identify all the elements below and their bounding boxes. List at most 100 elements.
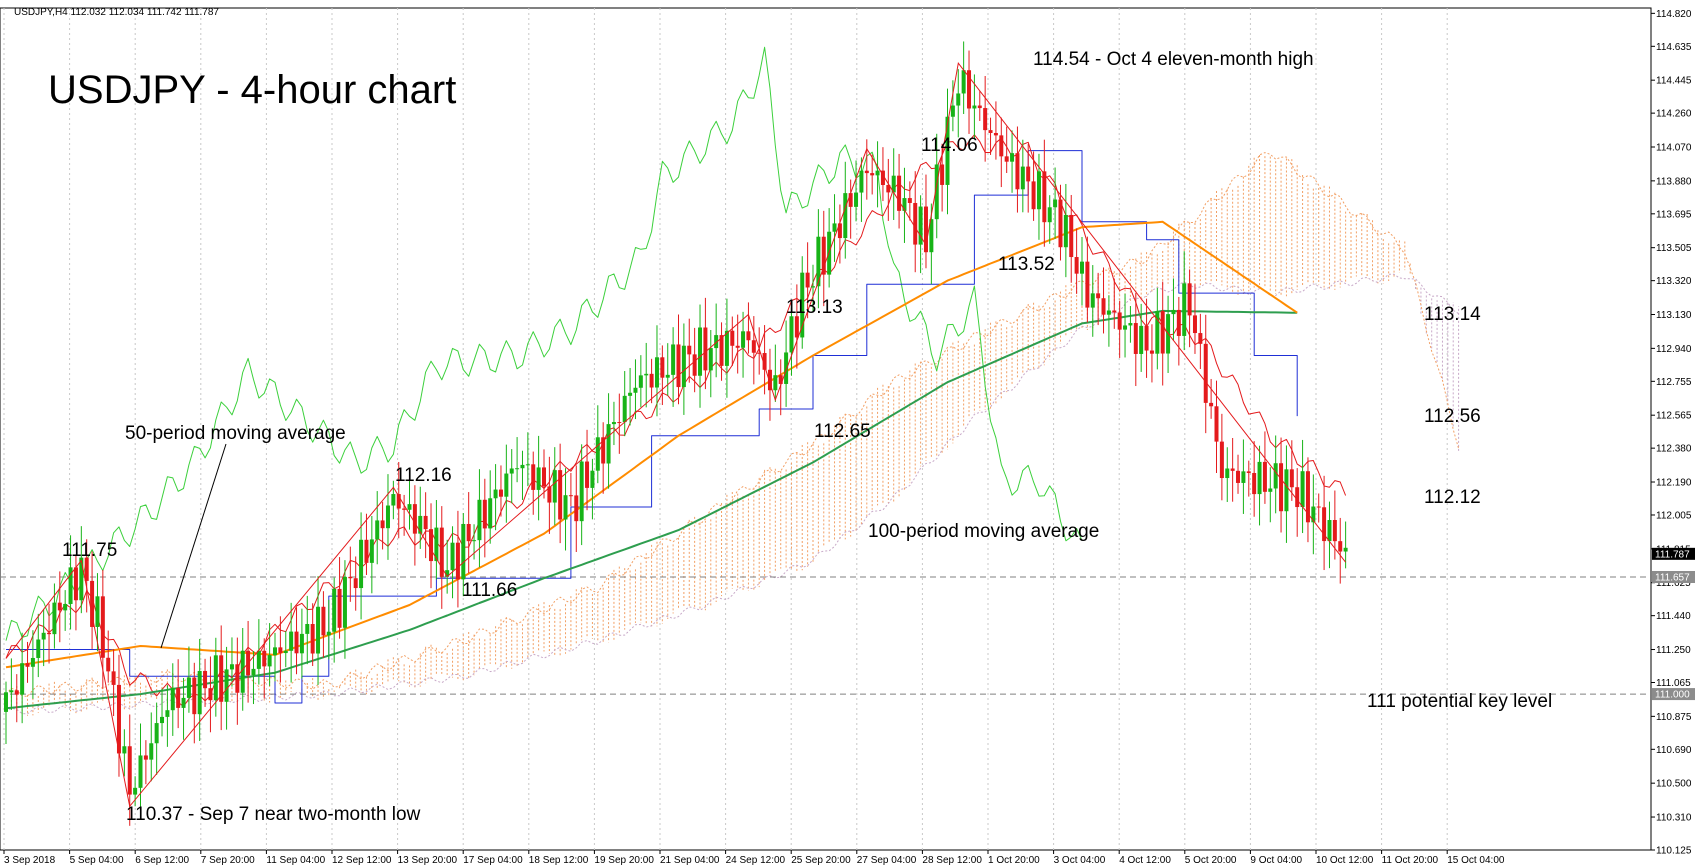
candle-up bbox=[1257, 461, 1262, 495]
candle-down bbox=[1236, 470, 1241, 483]
candle-down bbox=[1026, 166, 1031, 182]
candle-up bbox=[149, 743, 154, 760]
candle-down bbox=[1214, 406, 1219, 442]
x-tick-label: 21 Sep 04:00 bbox=[660, 855, 720, 866]
candle-down bbox=[1262, 461, 1267, 492]
grid bbox=[3, 8, 1448, 850]
candle-up bbox=[305, 624, 310, 634]
label-ma100: 100-period moving average bbox=[868, 521, 1099, 542]
x-tick-label: 3 Sep 2018 bbox=[4, 855, 56, 866]
candle-up bbox=[332, 588, 337, 632]
candle-down bbox=[913, 202, 918, 245]
candle-up bbox=[342, 576, 347, 628]
y-tick-label: 114.070 bbox=[1656, 142, 1692, 153]
candle-up bbox=[929, 219, 934, 253]
x-tick-label: 24 Sep 12:00 bbox=[726, 855, 786, 866]
candle-down bbox=[364, 539, 369, 563]
candle-up bbox=[956, 93, 961, 106]
y-tick-label: 112.565 bbox=[1656, 411, 1692, 422]
candle-up bbox=[633, 387, 638, 393]
y-tick-label: 112.380 bbox=[1656, 444, 1692, 455]
candle-up bbox=[1106, 310, 1111, 315]
x-tick-label: 10 Oct 12:00 bbox=[1316, 855, 1374, 866]
candle-down bbox=[940, 164, 945, 185]
candle-down bbox=[1004, 156, 1009, 162]
candle-down bbox=[143, 755, 148, 760]
candle-down bbox=[1058, 199, 1063, 248]
label-111-75: 111.75 bbox=[62, 540, 117, 561]
candle-down bbox=[466, 523, 471, 542]
candle-up bbox=[902, 198, 907, 211]
candle-up bbox=[1311, 506, 1316, 523]
candle-up bbox=[326, 631, 331, 636]
candle-up bbox=[407, 504, 412, 510]
candle-up bbox=[854, 192, 859, 207]
x-tick-label: 19 Sep 20:00 bbox=[594, 855, 654, 866]
candle-up bbox=[536, 467, 541, 490]
candle-down bbox=[412, 504, 417, 534]
candle-up bbox=[724, 330, 729, 366]
candle-up bbox=[654, 357, 659, 388]
y-tick-label: 114.445 bbox=[1656, 76, 1692, 87]
y-tick-label: 114.635 bbox=[1656, 42, 1692, 53]
label-113-52: 113.52 bbox=[998, 254, 1055, 275]
candle-up bbox=[461, 523, 466, 580]
candle-up bbox=[552, 470, 557, 503]
candle-down bbox=[1289, 469, 1294, 488]
candle-down bbox=[794, 316, 799, 338]
candle-up bbox=[611, 422, 616, 425]
candle-up bbox=[714, 335, 719, 349]
candle-down bbox=[1246, 471, 1251, 473]
candle-up bbox=[240, 650, 245, 693]
tenkan-sen-line bbox=[5, 134, 1347, 707]
candle-down bbox=[482, 499, 487, 529]
candle-down bbox=[542, 467, 546, 487]
label-110-37-low: 110.37 - Sep 7 near two-month low bbox=[126, 804, 421, 825]
candle-down bbox=[176, 687, 181, 708]
candle-down bbox=[1295, 487, 1300, 508]
y-tick-label: 110.310 bbox=[1656, 813, 1692, 824]
candle-down bbox=[396, 494, 401, 509]
candle-down bbox=[192, 677, 197, 715]
label-111-key-level: 111 potential key level bbox=[1367, 691, 1552, 712]
candle-up bbox=[1036, 171, 1041, 210]
swing-zigzag bbox=[5, 62, 1346, 808]
candle-down bbox=[1149, 350, 1154, 354]
candle-down bbox=[1176, 309, 1181, 336]
candle-down bbox=[848, 193, 853, 207]
x-tick-label: 1 Oct 20:00 bbox=[988, 855, 1040, 866]
candle-up bbox=[638, 375, 643, 388]
y-tick-label: 110.875 bbox=[1656, 712, 1692, 723]
x-tick-label: 7 Sep 20:00 bbox=[201, 855, 255, 866]
candle-up bbox=[472, 540, 477, 542]
candle-down bbox=[778, 375, 783, 384]
candle-down bbox=[111, 671, 116, 685]
x-tick-label: 15 Oct 04:00 bbox=[1447, 855, 1505, 866]
plot-layer bbox=[0, 41, 1651, 826]
candle-up bbox=[52, 602, 57, 635]
candle-down bbox=[1338, 541, 1343, 552]
candle-up bbox=[133, 787, 138, 795]
candle-down bbox=[1042, 171, 1047, 223]
candle-up bbox=[213, 655, 218, 701]
candle-up bbox=[644, 373, 649, 376]
y-tick-label: 114.260 bbox=[1656, 109, 1692, 120]
candle-down bbox=[751, 340, 756, 353]
candle-down bbox=[988, 130, 993, 133]
y-tick-label: 113.320 bbox=[1656, 276, 1692, 287]
candle-up bbox=[800, 272, 805, 338]
candle-down bbox=[127, 746, 132, 795]
candle-down bbox=[977, 105, 982, 109]
candle-up bbox=[391, 494, 396, 506]
candle-down bbox=[262, 650, 267, 667]
candle-down bbox=[757, 352, 762, 354]
candle-down bbox=[585, 461, 590, 488]
candle-down bbox=[880, 170, 885, 186]
y-tick-label: 112.755 bbox=[1656, 377, 1692, 388]
candle-up bbox=[628, 392, 633, 396]
candle-up bbox=[165, 710, 170, 717]
candle-down bbox=[649, 373, 654, 388]
candle-up bbox=[681, 345, 686, 388]
candle-up bbox=[579, 461, 584, 522]
candle-down bbox=[1133, 323, 1138, 354]
